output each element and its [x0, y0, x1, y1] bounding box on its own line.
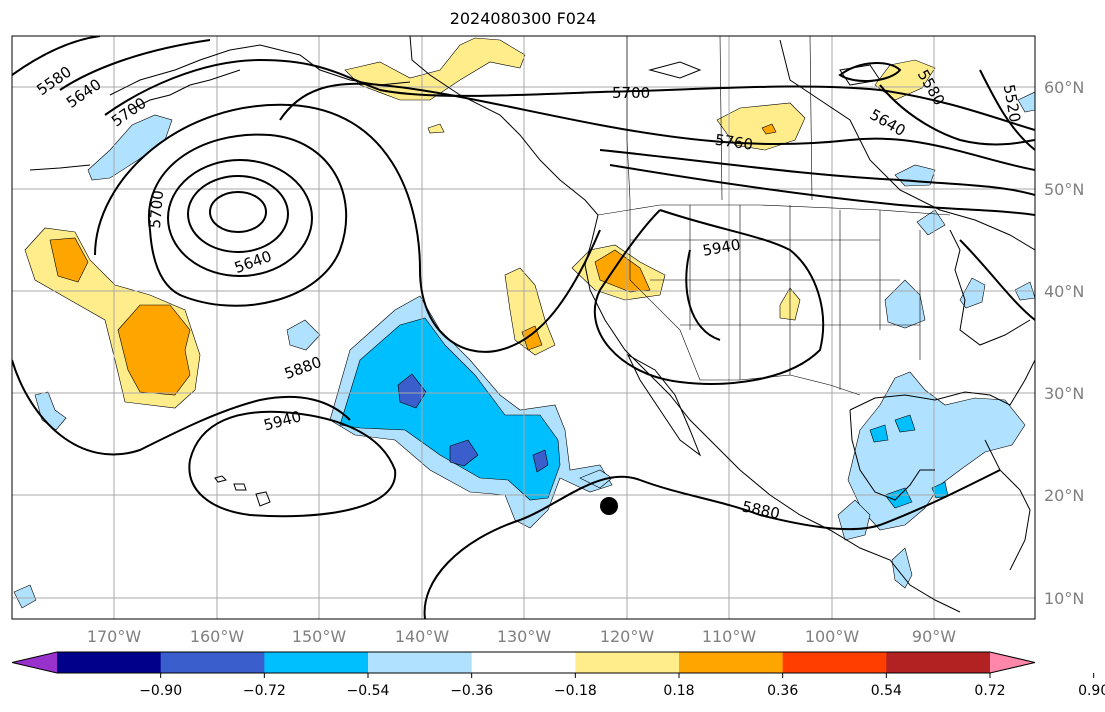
- colorbar-extend-high: [990, 652, 1035, 673]
- colorbar-swatch: [575, 652, 680, 673]
- contour-label-5700-low: 5700: [146, 190, 167, 230]
- lat-label-40n: 40°N: [1044, 282, 1084, 301]
- longitude-labels: 170°W 160°W 150°W 140°W 130°W 120°W 110°…: [87, 627, 956, 646]
- lon-label-170w: 170°W: [87, 627, 142, 646]
- map-frame: [11, 35, 1036, 620]
- colorbar-tick-label: 0.36: [767, 683, 798, 699]
- colorbar-tick-label: −0.18: [554, 683, 597, 699]
- lon-label-100w: 100°W: [805, 627, 860, 646]
- contour-label-5760: 5760: [714, 131, 754, 154]
- map-plot-area: 5580 5640 5700 5700 5760 5640 5580 5520 …: [12, 36, 1035, 619]
- colorbar-swatch: [886, 652, 991, 673]
- colorbar-swatch: [160, 652, 265, 673]
- colorbar-tick-label: 0.18: [663, 683, 694, 699]
- lat-label-10n: 10°N: [1044, 589, 1084, 608]
- colorbar-outline: [11, 651, 1036, 674]
- height-contours: [12, 36, 1035, 619]
- colorbar-swatch: [679, 652, 784, 673]
- colorbar-swatch: [57, 652, 162, 673]
- contour-label-5700-north: 5700: [612, 84, 650, 102]
- lat-label-60n: 60°N: [1044, 78, 1084, 97]
- lat-label-50n: 50°N: [1044, 180, 1084, 199]
- lon-label-110w: 110°W: [702, 627, 757, 646]
- lon-label-130w: 130°W: [497, 627, 552, 646]
- colorbar: [11, 651, 1036, 674]
- lon-label-160w: 160°W: [190, 627, 245, 646]
- colorbar-tick-label: −0.36: [450, 683, 493, 699]
- colorbar-swatch: [264, 652, 369, 673]
- lon-label-140w: 140°W: [395, 627, 450, 646]
- lat-label-20n: 20°N: [1044, 486, 1084, 505]
- colorbar-tick-label: 0.54: [871, 683, 902, 699]
- colorbar-swatch: [471, 652, 576, 673]
- colorbar-tick-label: 0.90: [1078, 683, 1105, 699]
- map-title: 2024080300 F024: [449, 9, 597, 28]
- colorbar-swatch: [368, 652, 473, 673]
- storm-center-marker: [600, 497, 618, 515]
- colorbar-tick-label: −0.54: [347, 683, 390, 699]
- colorbar-tick-label: −0.72: [243, 683, 286, 699]
- colorbar-tick-label: 0.72: [974, 683, 1005, 699]
- latitude-labels: 60°N 50°N 40°N 30°N 20°N 10°N: [1044, 78, 1084, 608]
- colorbar-tick-label: −0.90: [139, 683, 182, 699]
- lat-label-30n: 30°N: [1044, 384, 1084, 403]
- lon-label-150w: 150°W: [292, 627, 347, 646]
- coastlines: [29, 36, 1035, 613]
- graticule: [12, 36, 1035, 619]
- lon-label-90w: 90°W: [912, 627, 956, 646]
- colorbar-ticks: −0.90 −0.72 −0.54 −0.36 −0.18 0.18 0.36 0.54 0.7…: [139, 673, 1105, 699]
- colorbar-extend-low: [12, 652, 57, 673]
- lon-label-120w: 120°W: [600, 627, 655, 646]
- colorbar-swatch: [782, 652, 887, 673]
